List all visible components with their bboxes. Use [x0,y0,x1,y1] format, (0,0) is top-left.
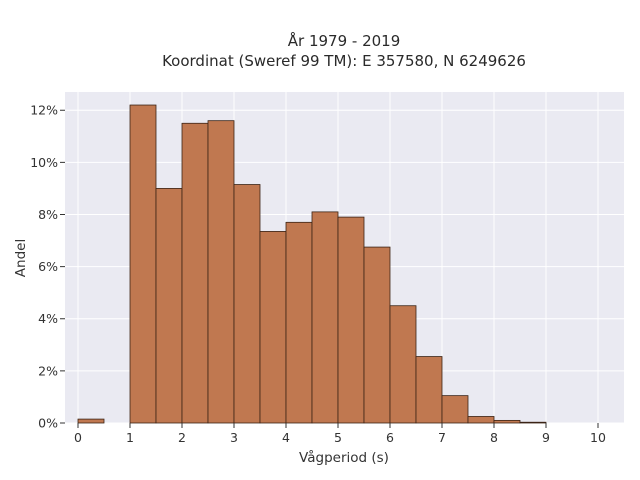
histogram-bar [311,211,339,424]
histogram-bar [181,122,209,424]
histogram-bar [467,416,495,424]
histogram-bar [129,104,157,424]
histogram-bar [259,231,287,424]
histogram-bar [155,188,183,424]
histogram-bar [493,419,521,424]
histogram-bar [233,184,261,424]
y-tick-label: 4% [38,311,58,326]
x-tick-label: 10 [590,430,606,445]
histogram-bar [363,246,391,424]
x-tick-label: 8 [490,430,498,445]
histogram-bar [207,120,235,424]
x-tick-label: 2 [178,430,186,445]
y-tick-label: 0% [38,416,58,431]
histogram-bar [337,216,365,424]
x-tick-label: 0 [74,430,82,445]
y-tick-label: 8% [38,207,58,222]
x-tick-label: 1 [126,430,134,445]
x-tick-label: 6 [386,430,394,445]
x-tick-label: 9 [542,430,550,445]
x-tick-label: 4 [282,430,290,445]
histogram-bar [519,421,547,424]
histogram-bar [415,356,443,424]
y-tick-label: 10% [30,155,58,170]
x-axis-ticks: 0 1 2 3 4 5 6 7 8 9 10 [74,423,606,445]
histogram-bar [441,395,469,424]
chart-title-line-1: År 1979 - 2019 [288,31,401,50]
y-axis-label: Andel [13,239,29,277]
histogram-bar [77,418,105,424]
x-axis-label: Vågperiod (s) [299,449,389,466]
histogram-bar [389,305,417,424]
histogram-bar [285,221,313,424]
x-tick-label: 3 [230,430,238,445]
bars [77,104,547,424]
y-tick-label: 12% [30,103,58,118]
y-axis-ticks: 0% 2% 4% 6% 8% 10% 12% [30,103,65,431]
x-tick-label: 5 [334,430,342,445]
y-tick-label: 2% [38,363,58,378]
chart-title-line-2: Koordinat (Sweref 99 TM): E 357580, N 62… [162,52,526,70]
x-tick-label: 7 [438,430,446,445]
y-tick-label: 6% [38,259,58,274]
